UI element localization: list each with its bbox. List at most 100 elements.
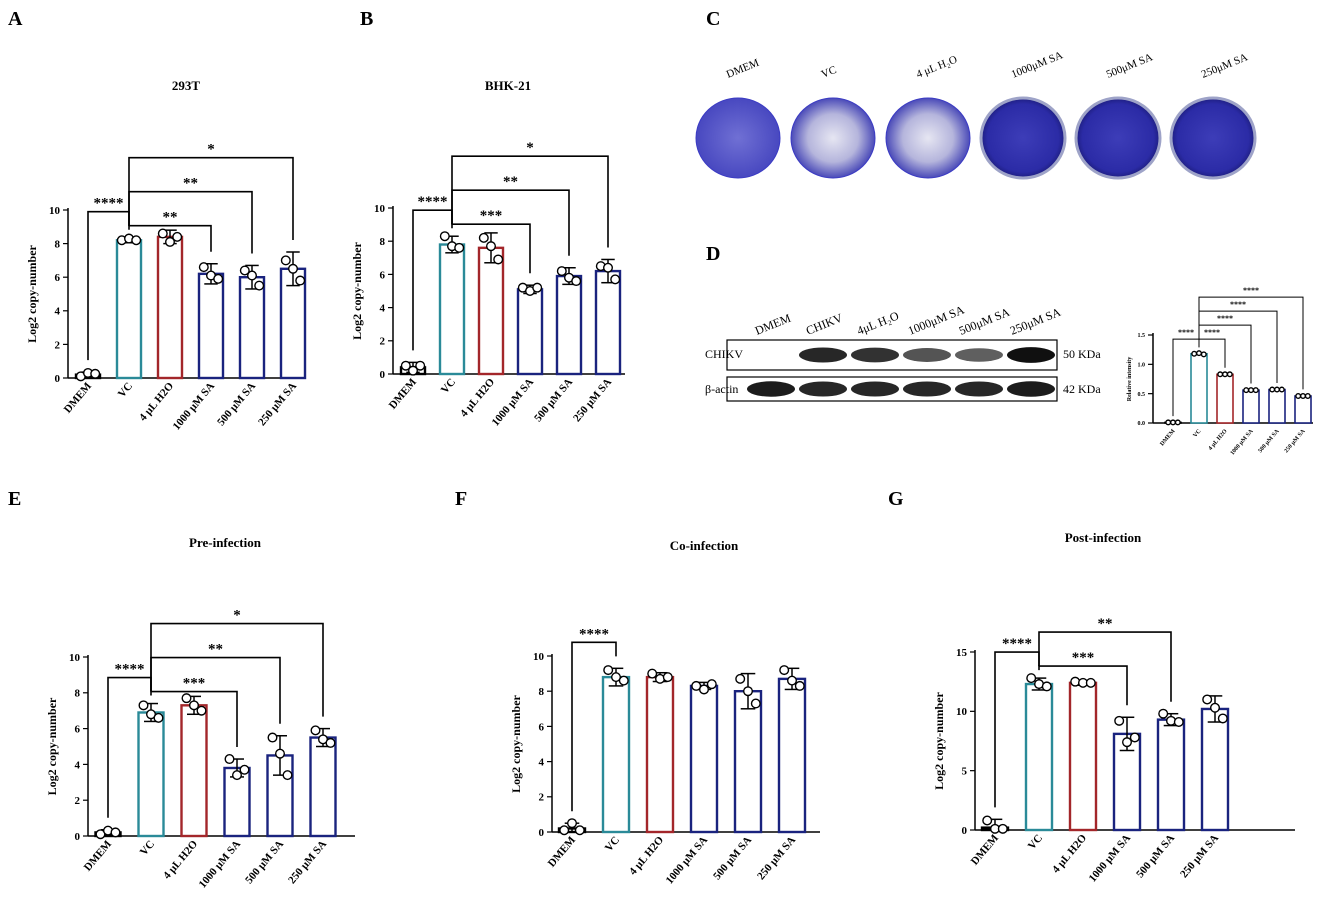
- x-tick-label: 250 μM SA: [286, 838, 329, 886]
- significance-label: **: [183, 176, 198, 192]
- significance-bracket: ****: [1198, 300, 1278, 383]
- bracket-line: [451, 155, 609, 248]
- significance-bracket: **: [1038, 616, 1172, 702]
- significance-label: *: [233, 608, 241, 624]
- y-axis-label: Log2 copy-number: [25, 244, 39, 342]
- x-tick-label: 1000 μM SA: [664, 834, 711, 886]
- x-tick-label: 250 μM SA: [571, 376, 614, 424]
- x-tick-label: 250 μM SA: [1178, 832, 1221, 880]
- chart-title: Co-infection: [670, 538, 739, 553]
- x-tick-label: 500 μM SA: [1258, 428, 1281, 454]
- panel-letter-e: E: [8, 488, 22, 510]
- data-point: [1191, 350, 1198, 357]
- significance-bracket: ***: [150, 676, 238, 748]
- data-point: [400, 360, 411, 371]
- bracket-line: [150, 622, 324, 717]
- blot-lane-label: 1000μM SA: [906, 302, 967, 337]
- bar: [156, 235, 184, 380]
- y-axis-label: Log2 copy-number: [45, 697, 59, 795]
- data-point: [699, 684, 710, 695]
- data-point: [618, 675, 629, 686]
- significance-label: **: [503, 174, 518, 190]
- data-point: [1273, 386, 1280, 393]
- data-point: [1158, 708, 1169, 719]
- chart-f-co-infection: Co-infection Log2 copy-number 0 2 4 6 8 10 DMEM V…: [509, 538, 820, 887]
- data-point: [532, 282, 543, 293]
- bar: [1024, 682, 1054, 832]
- data-point: [164, 236, 175, 247]
- panel-letter-a: A: [8, 8, 23, 30]
- data-point: [1026, 673, 1037, 684]
- y-tick-label: 1.0: [1138, 362, 1146, 368]
- data-point: [138, 700, 149, 711]
- data-point: [267, 732, 278, 743]
- bracket-line: [128, 190, 253, 254]
- x-tick-label: DMEM: [387, 376, 420, 412]
- significance-bracket: **: [128, 176, 253, 254]
- significance-label: ****: [1204, 328, 1220, 337]
- bar: [1294, 395, 1312, 424]
- data-point: [1210, 702, 1221, 713]
- data-point: [1221, 371, 1228, 378]
- significance-label: **: [208, 642, 223, 658]
- chart-title: Pre-infection: [189, 535, 262, 550]
- plate-label: VC: [820, 64, 839, 81]
- y-tick-label: 6: [539, 721, 545, 733]
- data-point: [213, 273, 224, 284]
- panel-letter-g: G: [888, 488, 904, 510]
- chart-d-relative-intensity: Relative intensity 0.0 0.5 1.0 1.5 DMEM VC 4 μL…: [1127, 286, 1313, 457]
- bar: [438, 243, 466, 376]
- significance-label: ****: [418, 194, 448, 210]
- x-tick-label: DMEM: [546, 834, 579, 870]
- data-point: [407, 365, 418, 376]
- bar: [1242, 389, 1260, 424]
- bar: [1200, 707, 1230, 832]
- significance-label: ***: [183, 676, 206, 692]
- plaque-assay-plates: DMEM VC 4 μL H₂O 1000μM SA 500μM SA 250μM SA: [695, 49, 1257, 180]
- x-tick-label: VC: [1192, 428, 1202, 438]
- data-point: [90, 368, 101, 379]
- y-tick-label: 5: [962, 766, 968, 778]
- panel-letter-f: F: [455, 488, 468, 510]
- y-tick-label: 6: [75, 723, 81, 735]
- data-point: [982, 815, 993, 826]
- blot-lane-label: CHIKV: [804, 310, 845, 337]
- x-tick-label: 4 μL H2O: [1050, 832, 1089, 876]
- y-axis-label: Relative intensity: [1127, 357, 1133, 402]
- significance-bracket: ****: [1198, 286, 1304, 390]
- x-tick-label: VC: [439, 376, 458, 396]
- significance-label: **: [1098, 616, 1113, 632]
- y-tick-label: 8: [55, 238, 61, 250]
- data-point: [282, 770, 293, 781]
- data-point: [743, 686, 754, 697]
- y-tick-label: 0: [75, 831, 81, 843]
- data-point: [325, 737, 336, 748]
- data-point: [172, 231, 183, 242]
- chart-e-pre-infection: Pre-infection Log2 copy-number 0 2 4 6 8 10 DMEM…: [45, 535, 355, 891]
- y-tick-label: 0.5: [1138, 392, 1146, 398]
- data-point: [647, 668, 658, 679]
- blot-band: [1007, 347, 1055, 363]
- data-point: [1170, 419, 1177, 426]
- data-point: [574, 825, 585, 836]
- data-point: [1195, 350, 1202, 357]
- data-point: [1269, 386, 1276, 393]
- x-tick-label: 250 μM SA: [256, 380, 299, 428]
- data-point: [1217, 713, 1228, 724]
- data-point: [288, 263, 299, 274]
- data-point: [1121, 737, 1132, 748]
- y-tick-label: 0.0: [1138, 421, 1146, 427]
- data-point: [280, 255, 291, 266]
- y-tick-label: 4: [55, 306, 61, 318]
- bar: [477, 246, 505, 376]
- bracket-line: [150, 690, 238, 748]
- bar: [309, 736, 337, 838]
- bar: [689, 684, 719, 834]
- x-tick-label: DMEM: [62, 380, 95, 416]
- data-point: [1129, 732, 1140, 743]
- x-tick-label: 500 μM SA: [711, 834, 754, 882]
- panel-letter-d: D: [706, 243, 721, 265]
- significance-label: ***: [1072, 650, 1095, 666]
- x-tick-label: 1000 μM SA: [171, 380, 218, 432]
- bar: [1216, 373, 1234, 424]
